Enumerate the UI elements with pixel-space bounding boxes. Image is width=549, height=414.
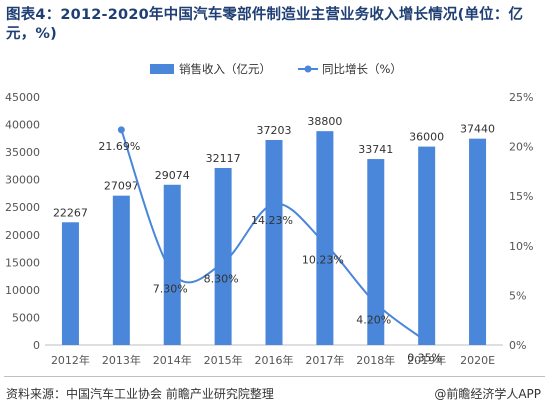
y-right-tick-label: 0% bbox=[509, 339, 526, 352]
bar bbox=[469, 138, 487, 345]
legend-marker-line bbox=[304, 65, 312, 73]
line-point bbox=[270, 200, 278, 208]
y-left-tick-label: 30000 bbox=[5, 174, 40, 187]
line-point bbox=[372, 299, 380, 307]
x-tick-label: 2020E bbox=[460, 354, 495, 367]
legend-swatch-bar bbox=[150, 64, 174, 74]
y-left-tick-label: 25000 bbox=[5, 201, 40, 214]
bar bbox=[265, 139, 283, 345]
line-point bbox=[168, 269, 176, 277]
bar-data-label: 38800 bbox=[307, 115, 342, 128]
x-tick-label: 2012年 bbox=[51, 353, 90, 367]
line-data-label: 4.20% bbox=[356, 313, 391, 326]
y-left-tick-label: 20000 bbox=[5, 229, 40, 242]
bar-data-label: 22267 bbox=[53, 206, 88, 219]
line-point bbox=[321, 240, 329, 248]
line-data-label: 10.23% bbox=[302, 254, 344, 267]
x-tick-label: 2019年 bbox=[407, 353, 446, 367]
line-point bbox=[423, 338, 431, 346]
bar bbox=[316, 131, 334, 345]
y-right-tick-label: 15% bbox=[509, 190, 533, 203]
bar-data-label: 33741 bbox=[358, 143, 393, 156]
x-tick-label: 2017年 bbox=[305, 353, 344, 367]
footer-divider bbox=[4, 376, 545, 377]
bar-data-label: 37440 bbox=[460, 123, 495, 136]
line-data-label: 21.69% bbox=[98, 140, 140, 153]
bar-data-label: 32117 bbox=[206, 152, 241, 165]
x-tick-label: 2014年 bbox=[153, 353, 192, 367]
bar bbox=[214, 167, 232, 345]
y-left-tick-label: 5000 bbox=[12, 311, 40, 324]
x-tick-label: 2013年 bbox=[102, 353, 141, 367]
credit-note: @前瞻经济学人APP bbox=[434, 387, 541, 401]
bar bbox=[112, 195, 130, 345]
y-left-tick-label: 10000 bbox=[5, 284, 40, 297]
y-right-tick-label: 10% bbox=[509, 240, 533, 253]
line-point bbox=[219, 259, 227, 267]
y-left-tick-label: 45000 bbox=[5, 91, 40, 104]
line-data-label: 7.30% bbox=[153, 283, 188, 296]
bar bbox=[418, 146, 436, 345]
line-data-label: 8.30% bbox=[204, 273, 239, 286]
source-note: 资料来源：中国汽车工业协会 前瞻产业研究院整理 bbox=[6, 387, 274, 401]
bar-series: 22267 27097 29074 32117 37203 38800 33741 36000… bbox=[53, 115, 495, 345]
y-right-tick-label: 20% bbox=[509, 141, 533, 154]
legend: 销售收入（亿元） 同比增长（%） bbox=[150, 62, 402, 76]
y-right-tick-label: 25% bbox=[509, 91, 533, 104]
y-left-tick-label: 0 bbox=[33, 339, 40, 352]
y-left-tick-label: 40000 bbox=[5, 119, 40, 132]
bar-data-label: 29074 bbox=[155, 169, 190, 182]
line-series: 21.69% 7.30% 8.30% 14.23% 10.23% 4.20% 0.35% bbox=[98, 126, 442, 365]
legend-label-line: 同比增长（%） bbox=[322, 62, 402, 76]
growth-line bbox=[120, 129, 428, 343]
y-left-tick-label: 35000 bbox=[5, 146, 40, 159]
x-tick-label: 2015年 bbox=[204, 353, 243, 367]
line-data-label: 0.35% bbox=[407, 352, 442, 365]
y-right-tick-label: 5% bbox=[509, 289, 526, 302]
y-left-tick-label: 15000 bbox=[5, 256, 40, 269]
bar-data-label: 36000 bbox=[409, 131, 444, 144]
x-tick-label: 2018年 bbox=[356, 353, 395, 367]
chart-title: 图表4：2012-2020年中国汽车零部件制造业主营业务收入增长情况(单位：亿元… bbox=[6, 7, 524, 42]
bar-data-label: 37203 bbox=[257, 124, 292, 137]
bar bbox=[163, 184, 181, 345]
legend-label-bar: 销售收入（亿元） bbox=[179, 62, 271, 76]
bar-data-label: 27097 bbox=[104, 180, 139, 193]
x-tick-label: 2016年 bbox=[255, 353, 294, 367]
line-point bbox=[117, 126, 125, 134]
line-data-label: 14.23% bbox=[251, 214, 293, 227]
bar bbox=[61, 222, 79, 345]
